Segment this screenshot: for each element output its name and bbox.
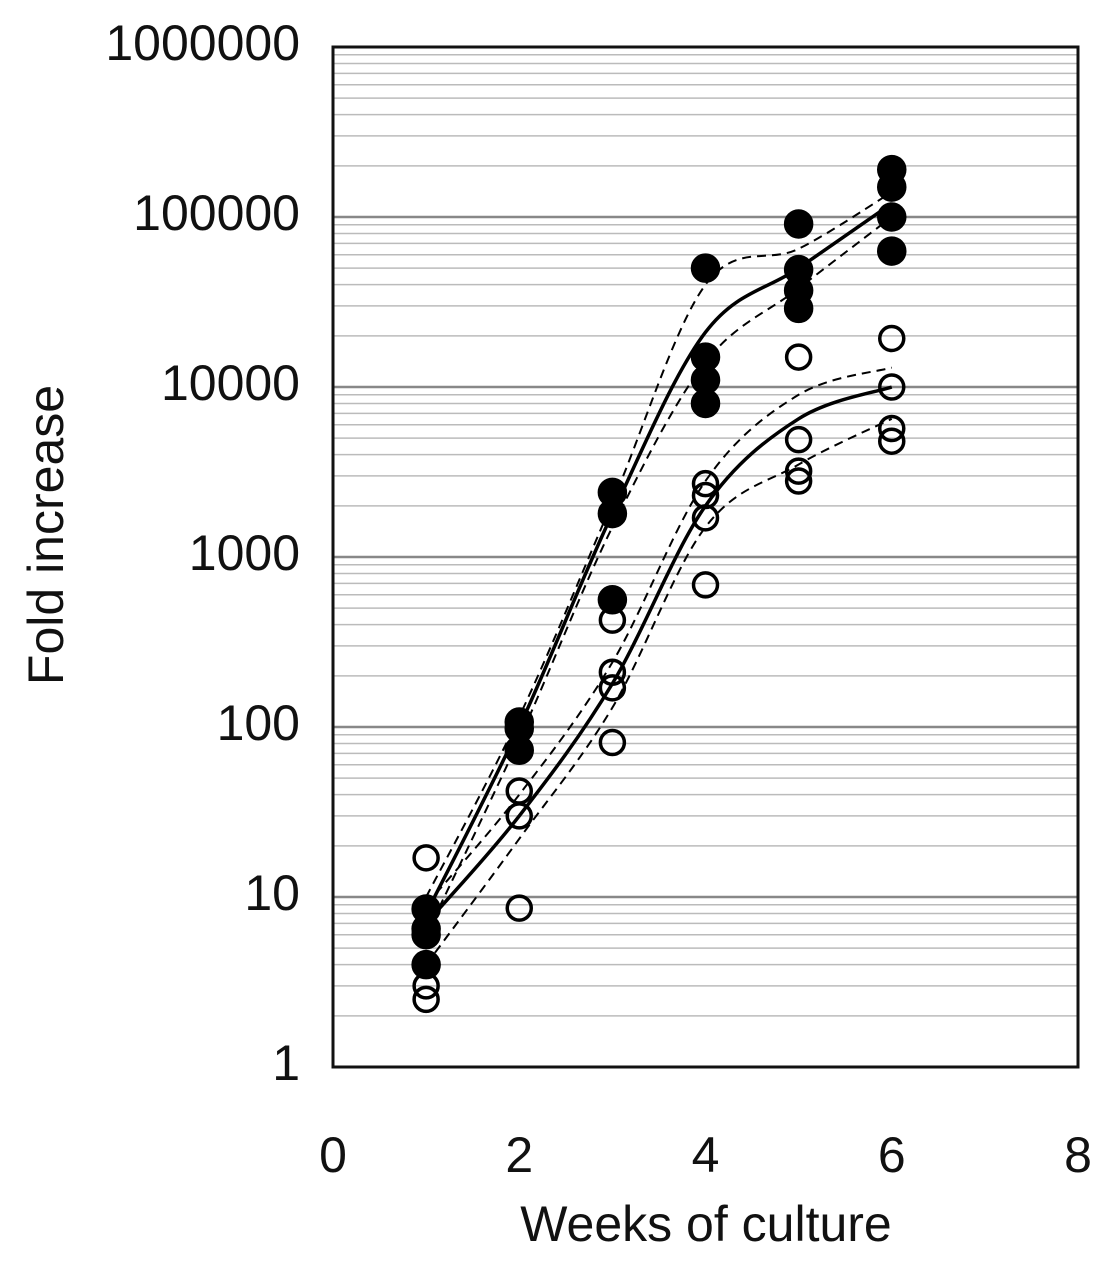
- x-tick-label: 4: [692, 1127, 720, 1183]
- y-tick-label: 10000: [161, 355, 300, 411]
- fit-line: [424, 202, 893, 915]
- open-point: [598, 728, 627, 757]
- filled-point: [877, 202, 907, 232]
- open-point: [691, 571, 720, 599]
- y-axis-label: Fold increase: [18, 385, 74, 685]
- x-tick-label: 8: [1064, 1127, 1092, 1183]
- open-point: [598, 658, 627, 686]
- confidence-line: [425, 366, 893, 906]
- filled-point: [411, 949, 441, 980]
- confidence-line: [425, 216, 893, 936]
- x-axis-label: Weeks of culture: [520, 1196, 891, 1252]
- open-point: [412, 844, 440, 872]
- filled-point: [877, 172, 907, 202]
- filled-point: [597, 498, 628, 529]
- open-point: [598, 674, 627, 702]
- y-tick-label: 100: [217, 695, 300, 751]
- y-tick-label: 1: [272, 1035, 300, 1091]
- y-tick-label: 10: [244, 865, 300, 921]
- y-tick-label: 100000: [133, 185, 300, 241]
- confidence-line: [425, 191, 893, 898]
- filled-point: [877, 236, 907, 266]
- filled-point: [597, 585, 628, 615]
- open-point: [784, 343, 813, 371]
- x-tick-label: 0: [319, 1127, 347, 1183]
- filled-point: [783, 209, 814, 239]
- x-tick-label: 2: [505, 1127, 533, 1183]
- filled-point: [504, 735, 534, 765]
- filled-point: [783, 293, 814, 324]
- open-point: [412, 972, 440, 1000]
- open-point: [784, 457, 813, 485]
- filled-point: [690, 388, 721, 419]
- open-point: [784, 425, 813, 454]
- open-point: [412, 985, 440, 1014]
- open-point: [878, 373, 906, 401]
- open-point: [691, 504, 720, 532]
- confidence-line: [425, 417, 893, 966]
- open-point: [598, 606, 627, 634]
- y-tick-label: 1000000: [105, 15, 300, 71]
- open-point: [878, 324, 906, 353]
- open-point: [505, 894, 533, 922]
- open-point: [784, 467, 813, 495]
- x-tick-label: 6: [878, 1127, 906, 1183]
- filled-point: [690, 253, 721, 283]
- fit-line: [424, 385, 893, 925]
- open-point: [691, 469, 720, 498]
- open-point: [878, 427, 906, 455]
- filled-point: [411, 919, 441, 950]
- open-point: [505, 777, 533, 805]
- open-point: [505, 802, 533, 830]
- open-point: [878, 414, 906, 443]
- open-point: [691, 481, 720, 510]
- y-tick-label: 1000: [189, 525, 300, 581]
- plot-frame: [331, 45, 1080, 1069]
